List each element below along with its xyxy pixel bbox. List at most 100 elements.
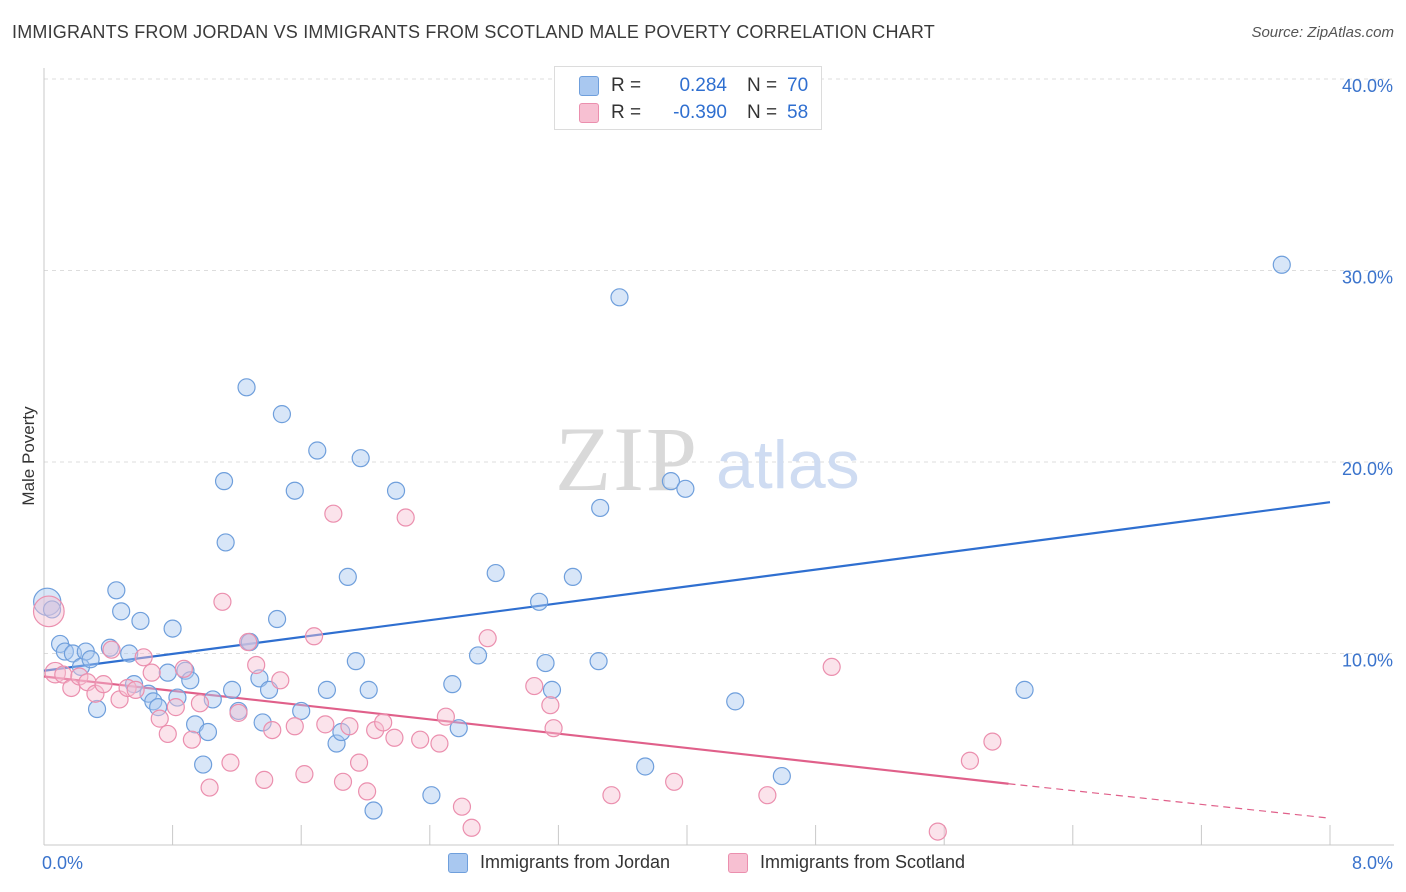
scotland-point (928, 822, 947, 841)
jordan-point (563, 567, 582, 587)
jordan-swatch (579, 76, 599, 96)
watermark-zip: ZIP (555, 408, 699, 510)
jordan-point (364, 801, 383, 820)
legend-item-scotland[interactable]: Immigrants from Scotland (728, 852, 965, 873)
jordan-point (87, 699, 107, 719)
scotland-point (525, 676, 544, 696)
jordan-point (1015, 680, 1034, 699)
grid-lines (44, 78, 1394, 654)
scotland-r-label: R = (611, 102, 642, 123)
jordan-point (530, 592, 549, 611)
jordan-point (131, 611, 150, 631)
jordan-point (386, 481, 406, 500)
jordan-point (661, 472, 681, 491)
y-tick-label: 30.0% (1342, 268, 1393, 288)
jordan-point (81, 650, 100, 669)
bottom-legend: Immigrants from Jordan Immigrants from S… (0, 852, 1406, 878)
jordan-point (216, 533, 235, 552)
scotland-point (478, 629, 497, 648)
data-points (32, 255, 1291, 841)
jordan-point (591, 498, 610, 518)
scotland-point (462, 818, 481, 837)
jordan-point (449, 719, 468, 738)
tick-labels: 10.0% 20.0% 30.0% 40.0% 0.0% 8.0% (42, 76, 1393, 873)
scotland-point (304, 627, 324, 646)
stats-row-scotland: R = -0.390 N = 58 (579, 101, 808, 125)
jordan-point (181, 671, 200, 690)
chart-title: IMMIGRANTS FROM JORDAN VS IMMIGRANTS FRO… (12, 22, 935, 42)
scotland-trend-line-extension (1008, 783, 1331, 819)
scotland-point (54, 665, 73, 684)
scotland-point (174, 659, 193, 678)
stats-legend: R = 0.284 N = 70 R = -0.390 N = 58 (554, 66, 822, 130)
jordan-point (636, 757, 655, 776)
jordan-point (149, 698, 168, 717)
scotland-point (166, 698, 185, 717)
jordan-trend-line (43, 501, 1331, 672)
legend-label-scotland: Immigrants from Scotland (760, 852, 966, 872)
y-tick-label: 40.0% (1342, 76, 1393, 96)
scotland-point (960, 751, 980, 770)
scotland-n-label: N = (747, 102, 778, 123)
scotland-point (150, 709, 169, 728)
jordan-point (536, 653, 555, 673)
scotland-point (200, 778, 219, 797)
scotland-point (324, 504, 343, 523)
jordan-point (292, 701, 311, 721)
legend-item-jordan[interactable]: Immigrants from Jordan (448, 852, 670, 873)
jordan-point (237, 378, 256, 397)
jordan-point (163, 619, 182, 638)
legend-label-jordan: Immigrants from Jordan (480, 852, 671, 872)
scotland-point (333, 772, 353, 791)
jordan-point (338, 567, 357, 587)
scotland-point (142, 663, 161, 682)
scotland-n-value: 58 (787, 102, 809, 123)
scotland-point (126, 680, 145, 699)
scotland-point (239, 632, 258, 652)
jordan-point (346, 652, 365, 671)
jordan-point (542, 680, 562, 699)
y-tick-label: 20.0% (1342, 459, 1393, 479)
scotland-point (349, 753, 369, 772)
jordan-r-value: 0.284 (679, 75, 727, 96)
scotland-point (436, 707, 455, 726)
scotland-point (158, 724, 177, 744)
scotland-point (229, 703, 248, 722)
jordan-r-label: R = (611, 75, 642, 96)
scotland-point (213, 592, 232, 611)
x-tick-label: 0.0% (42, 853, 83, 873)
scotland-swatch (579, 103, 599, 123)
scotland-point (430, 734, 449, 753)
scotland-point (396, 508, 415, 527)
scotland-point (374, 713, 393, 732)
jordan-point (144, 692, 163, 711)
jordan-point (443, 675, 462, 694)
scotland-point (271, 671, 290, 690)
trend-lines (43, 501, 1331, 819)
stats-row-jordan: R = 0.284 N = 70 (579, 74, 808, 98)
y-tick-label: 10.0% (1342, 651, 1393, 671)
jordan-point (222, 680, 242, 699)
jordan-point (610, 288, 629, 307)
jordan-point (214, 472, 234, 491)
scotland-point (221, 753, 240, 772)
jordan-point (1272, 255, 1291, 274)
jordan-point (351, 449, 370, 468)
scotland-point (411, 730, 430, 749)
scotland-point (822, 657, 841, 677)
jordan-point (422, 786, 441, 805)
jordan-point (327, 734, 346, 753)
legend-swatch-jordan (448, 852, 468, 873)
jordan-n-value: 70 (787, 75, 809, 96)
scotland-point (263, 720, 282, 740)
jordan-point (107, 581, 126, 600)
scotland-point (94, 675, 113, 694)
jordan-point (267, 609, 287, 629)
legend-swatch-scotland (728, 852, 748, 873)
jordan-point (198, 722, 218, 742)
jordan-point (772, 766, 791, 786)
x-tick-label: 8.0% (1352, 853, 1393, 873)
scotland-point (541, 696, 560, 715)
axes (43, 68, 1394, 846)
